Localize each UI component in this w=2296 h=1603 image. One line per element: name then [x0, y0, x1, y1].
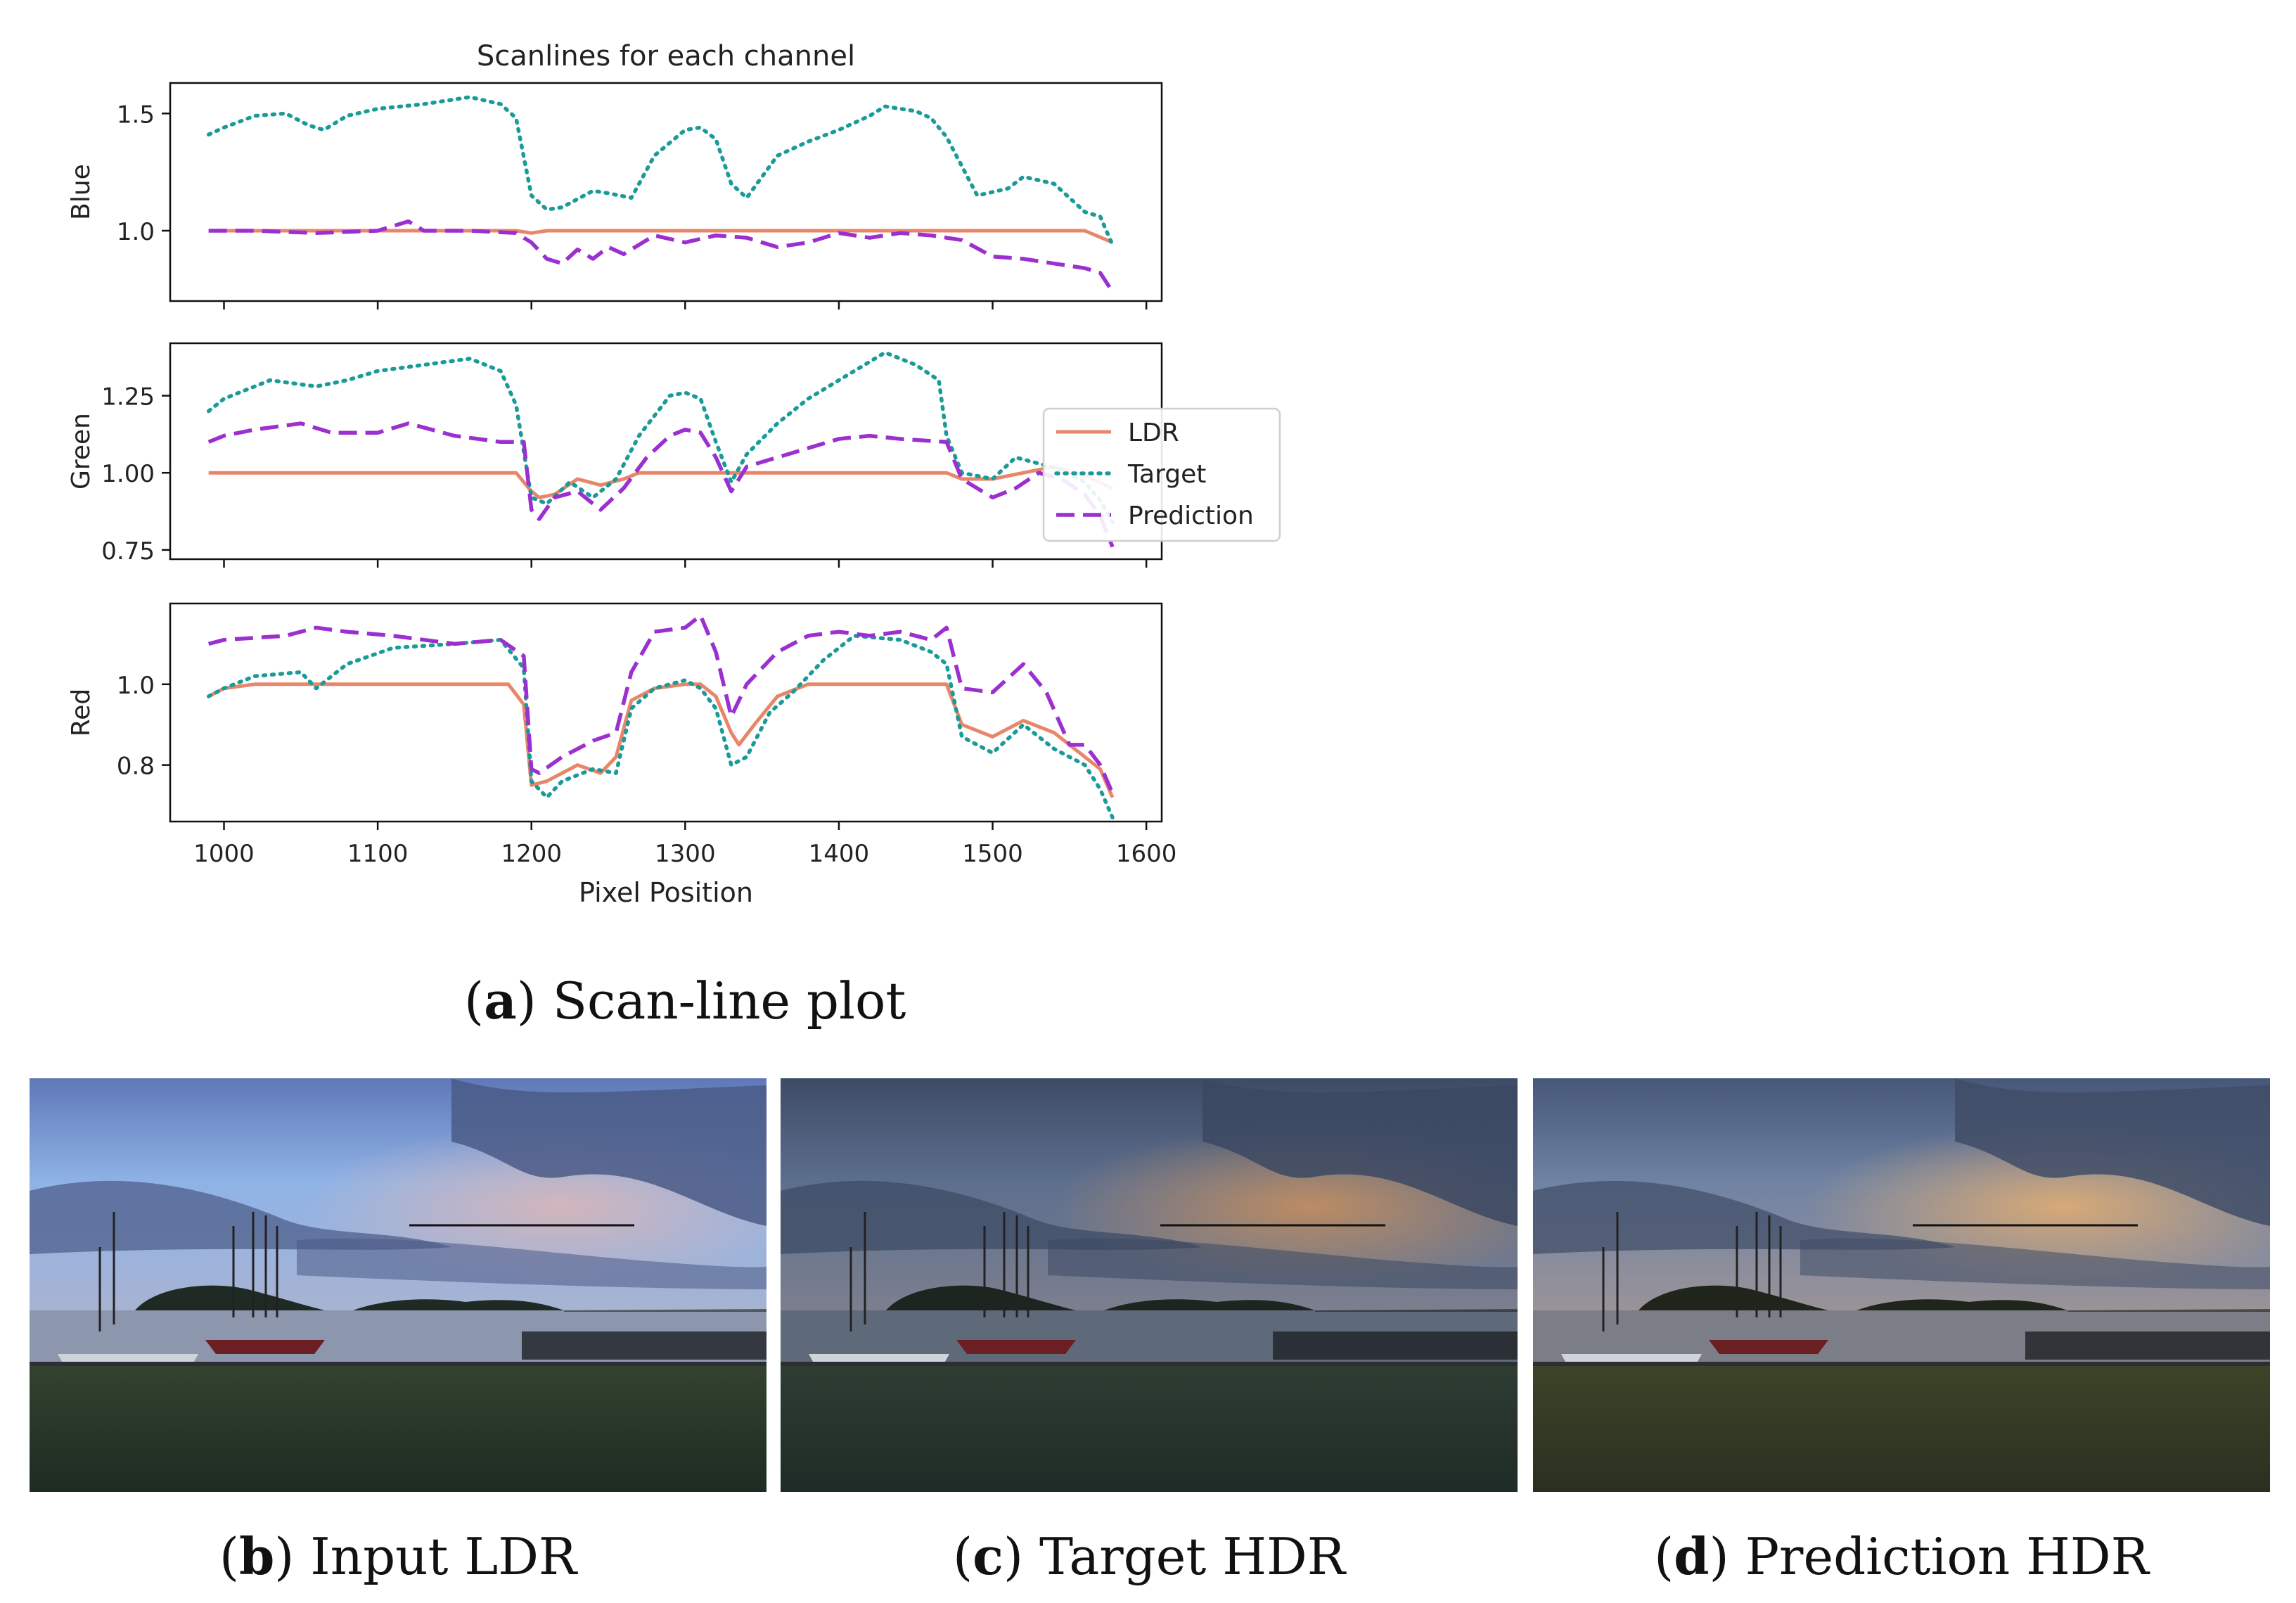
- series-ldr-green: [208, 464, 1114, 499]
- x-tick-label: 1000: [193, 840, 255, 868]
- legend-label-ldr: LDR: [1128, 419, 1179, 447]
- x-tick-label: 1100: [347, 840, 409, 868]
- series-target-red: [206, 634, 1115, 820]
- y-tick-label: 0.75: [101, 537, 155, 566]
- series-prediction-green: [207, 421, 1115, 548]
- panel-red: 0.8 1.0 Red: [67, 602, 1163, 830]
- series-ldr-red: [207, 682, 1115, 798]
- caption-c-letter: c: [973, 1526, 1003, 1586]
- photo-input-ldr: [30, 1078, 767, 1492]
- series-target-blue: [206, 95, 1115, 247]
- y-tick-label: 1.00: [101, 460, 155, 488]
- caption-d-text: Prediction HDR: [1745, 1527, 2149, 1586]
- scanline-chart: Scanlines for each channel 1.0 1.5 Blue 0.7…: [67, 40, 1281, 908]
- caption-b-text: Input LDR: [310, 1527, 577, 1586]
- legend: LDR Target Prediction: [1042, 407, 1281, 542]
- axes-frame: [169, 82, 1163, 302]
- x-tick-label: 1200: [501, 840, 562, 868]
- x-tick-label: 1500: [962, 840, 1023, 868]
- panel-blue: 1.0 1.5 Blue: [67, 82, 1163, 309]
- y-axis-label-red: Red: [67, 689, 96, 736]
- x-tick-label: 1300: [655, 840, 716, 868]
- series-prediction-blue: [208, 219, 1115, 293]
- x-axis-label: Pixel Position: [579, 877, 753, 908]
- y-tick-label: 0.8: [117, 753, 155, 781]
- caption-c-text: Target HDR: [1039, 1527, 1345, 1586]
- photo-prediction-hdr: [1533, 1078, 2270, 1492]
- chart-title: Scanlines for each channel: [477, 40, 855, 72]
- y-axis-label-blue: Blue: [67, 164, 96, 220]
- series-target-green: [206, 350, 1115, 525]
- legend-label-prediction: Prediction: [1128, 502, 1254, 530]
- caption-d: (d) Prediction HDR: [1654, 1526, 2149, 1586]
- y-tick-label: 1.0: [117, 218, 155, 246]
- y-tick-label: 1.5: [117, 101, 155, 129]
- series-prediction-red: [208, 613, 1115, 794]
- y-axis-label-green: Green: [67, 413, 96, 490]
- caption-b-letter: b: [238, 1526, 275, 1586]
- caption-a-letter: a: [484, 971, 517, 1030]
- axes-frame: [169, 602, 1163, 823]
- caption-b: (b) Input LDR: [219, 1526, 577, 1586]
- photo-target-hdr: [781, 1078, 1518, 1492]
- caption-a-text: Scan-line plot: [552, 971, 906, 1030]
- caption-d-letter: d: [1674, 1526, 1710, 1586]
- legend-box: [1042, 407, 1281, 542]
- x-tick-label: 1400: [809, 840, 870, 868]
- caption-c: (c) Target HDR: [953, 1526, 1345, 1586]
- y-tick-label: 1.25: [101, 383, 155, 411]
- caption-a: (a) Scan-line plot: [464, 971, 906, 1030]
- x-tick-label: 1600: [1116, 840, 1177, 868]
- legend-label-target: Target: [1127, 460, 1206, 489]
- axes-frame: [169, 342, 1163, 561]
- y-tick-label: 1.0: [117, 672, 155, 700]
